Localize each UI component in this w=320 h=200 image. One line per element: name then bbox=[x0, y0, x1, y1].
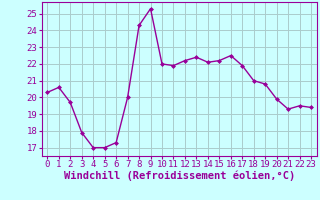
X-axis label: Windchill (Refroidissement éolien,°C): Windchill (Refroidissement éolien,°C) bbox=[64, 171, 295, 181]
